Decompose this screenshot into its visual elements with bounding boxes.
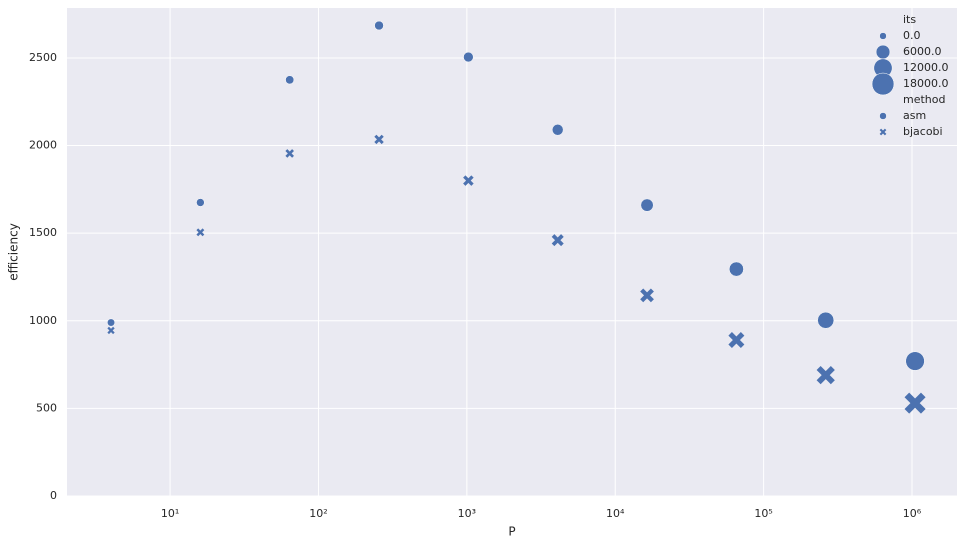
x-tick-label: 10⁵ (754, 507, 772, 520)
y-tick-label: 2000 (29, 139, 57, 152)
y-tick-label: 500 (36, 401, 57, 414)
x-tick-label: 10¹ (161, 507, 179, 520)
x-tick-label: 10⁴ (606, 507, 625, 520)
legend-label: 18000.0 (903, 77, 949, 90)
y-tick-label: 2500 (29, 51, 57, 64)
y-tick-label: 1500 (29, 226, 57, 239)
point (817, 311, 835, 329)
point (551, 234, 564, 247)
point (463, 51, 474, 63)
x-tick-label: 10³ (458, 507, 476, 520)
legend-label: asm (903, 109, 926, 122)
point (285, 149, 294, 158)
point (374, 20, 384, 31)
legend-label: 6000.0 (903, 45, 942, 58)
legend-label: 0.0 (903, 29, 921, 42)
x-tick-label: 10² (309, 507, 327, 520)
point (196, 198, 205, 207)
point (285, 75, 295, 85)
legend-size-marker (875, 44, 891, 60)
legend-size-marker (879, 32, 887, 40)
point (374, 134, 384, 145)
point (728, 332, 745, 349)
point (904, 392, 926, 414)
point (107, 326, 115, 335)
point (463, 175, 474, 186)
x-axis-label: P (508, 525, 515, 539)
x-tick-label: 10⁶ (903, 507, 922, 520)
point (640, 288, 654, 303)
point (107, 318, 115, 327)
point (816, 365, 835, 385)
legend-title: its (903, 13, 916, 26)
point (728, 261, 744, 277)
point (196, 228, 205, 237)
plot-area (67, 8, 957, 496)
legend-marker (879, 128, 887, 136)
legend-marker (879, 112, 887, 120)
point (640, 198, 654, 212)
point (905, 351, 925, 371)
legend-label: 12000.0 (903, 61, 949, 74)
y-tick-label: 1000 (29, 314, 57, 327)
y-tick-label: 0 (50, 489, 57, 502)
legend-title: method (903, 93, 945, 106)
legend-label: bjacobi (903, 125, 943, 138)
y-axis-label: efficiency (7, 223, 21, 281)
legend-size-marker (871, 72, 895, 96)
point (551, 124, 564, 136)
